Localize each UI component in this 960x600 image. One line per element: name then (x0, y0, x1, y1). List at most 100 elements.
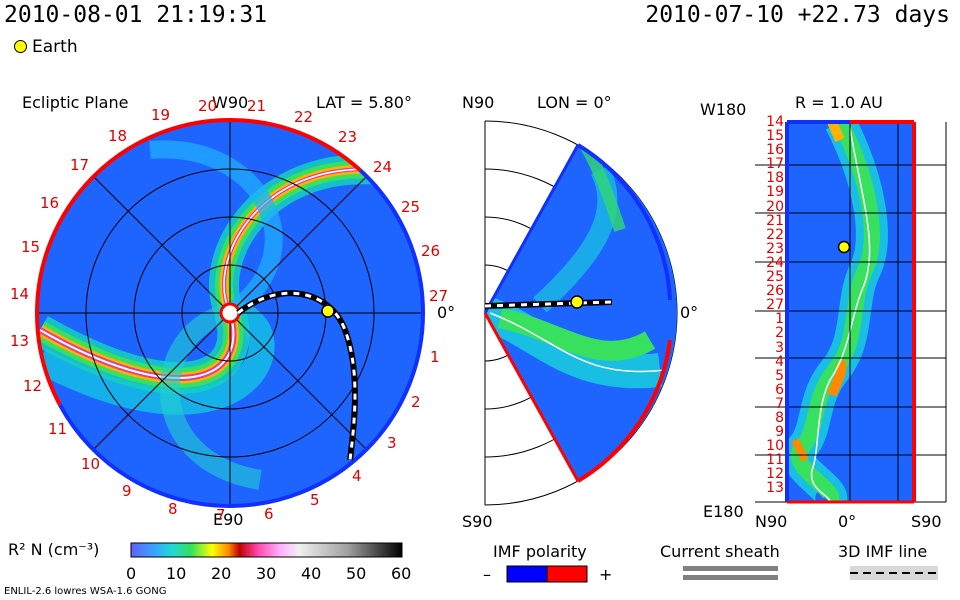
ecliptic-top-label: W90 (212, 93, 249, 112)
synoptic-radius: R = 1.0 AU (795, 93, 883, 112)
earth-synoptic-marker (837, 240, 851, 254)
meridional-bottom-label: S90 (462, 512, 493, 531)
imf-positive-bar (546, 565, 588, 583)
sector-label: 12 (766, 466, 784, 483)
sector-label: 1 (430, 348, 440, 366)
sector-label: 17 (766, 156, 784, 173)
colorbar-tick: 60 (391, 564, 412, 583)
colorbar-tick: 20 (211, 564, 232, 583)
sector-label: 9 (775, 424, 784, 441)
synoptic-top-label: W180 (700, 100, 747, 119)
sector-label: 21 (247, 97, 267, 115)
sector-label: 4 (775, 353, 784, 370)
meridional-plane-panel (483, 120, 678, 506)
colorbar-label: R² N (cm⁻³) (8, 540, 100, 559)
sector-label: 22 (766, 226, 784, 243)
sector-label: 13 (10, 332, 30, 350)
ecliptic-plane-panel (34, 117, 426, 509)
sector-label: 2 (775, 325, 784, 342)
sector-label: 8 (775, 409, 784, 426)
sector-label: 24 (766, 254, 784, 271)
colorbar-tick: 40 (301, 564, 322, 583)
sector-label: 5 (310, 491, 320, 509)
sector-label: 15 (21, 238, 41, 256)
current-sheath-title: Current sheath (660, 542, 780, 561)
ecliptic-sector-labels: 20 21 22 23 24 25 26 27 1 2 3 4 5 6 7 8 … (0, 0, 470, 540)
synoptic-x-left: N90 (755, 512, 788, 531)
imf-plus-label: + (599, 565, 613, 584)
sector-label: 19 (151, 106, 171, 124)
ecliptic-density-field (37, 140, 382, 490)
sector-label: 25 (401, 198, 421, 216)
sector-label: 6 (264, 505, 274, 523)
sector-label: 12 (23, 377, 43, 395)
synoptic-panel (755, 120, 947, 504)
sector-label: 2 (411, 393, 421, 411)
sector-label: 23 (766, 240, 784, 257)
sector-label: 26 (421, 242, 441, 260)
sector-label: 14 (766, 114, 784, 130)
current-sheath-swatch-2 (683, 575, 778, 580)
sector-label: 17 (70, 156, 90, 174)
colorbar-tick: 10 (166, 564, 187, 583)
colorbar-tick: 0 (126, 564, 137, 583)
sector-label: 10 (766, 438, 784, 455)
sector-label: 5 (775, 367, 784, 384)
sector-label: 26 (766, 283, 784, 300)
sector-label: 1 (775, 311, 784, 328)
reference-time: 2010-07-10 +22.73 days (645, 2, 950, 28)
sector-label: 13 (766, 480, 784, 497)
sector-label: 24 (373, 158, 393, 176)
sector-label: 16 (40, 194, 60, 212)
synoptic-x-mid: 0° (838, 512, 857, 531)
earth-legend-label: Earth (32, 37, 78, 57)
earth-marker-icon (14, 40, 27, 53)
sector-label: 14 (10, 285, 30, 303)
sector-label: 20 (198, 97, 218, 115)
sector-label: 25 (766, 269, 784, 286)
earth-meridional-marker (570, 295, 584, 309)
synoptic-sector-labels: 14 15 16 17 18 19 20 21 22 23 24 25 26 2… (752, 115, 784, 507)
sector-label: 27 (766, 297, 784, 314)
imf-polarity-title: IMF polarity (493, 542, 587, 561)
imf3d-title: 3D IMF line (838, 542, 928, 561)
sector-label: 20 (766, 198, 784, 215)
sector-label: 3 (775, 339, 784, 356)
model-footer: ENLIL-2.6 lowres WSA-1.6 GONG (4, 586, 167, 597)
sector-label: 4 (352, 467, 362, 485)
sector-label: 16 (766, 142, 784, 159)
sector-label: 22 (294, 108, 314, 126)
earth-ecliptic-marker (321, 304, 335, 318)
sector-label: 11 (766, 452, 784, 469)
sector-label: 11 (48, 420, 68, 438)
sector-label: 7 (216, 506, 226, 524)
synoptic-bottom-label: E180 (703, 502, 744, 521)
sector-label: 27 (429, 287, 449, 305)
sector-label: 8 (168, 500, 178, 518)
current-sheath-swatch (683, 566, 778, 571)
meridional-right-label: 0° (680, 303, 699, 322)
meridional-top-label: N90 (462, 93, 495, 112)
sector-label: 18 (766, 170, 784, 187)
ecliptic-bottom-label: E90 (213, 510, 244, 529)
datetime: 2010-08-01 21:19:31 (4, 2, 268, 28)
synoptic-x-right: S90 (911, 512, 942, 531)
ecliptic-title: Ecliptic Plane (22, 93, 129, 112)
sector-label: 21 (766, 212, 784, 229)
synoptic-density-field (787, 122, 888, 502)
imf-negative-bar (506, 565, 548, 583)
sector-label: 23 (338, 128, 358, 146)
colorbar-tick: 50 (346, 564, 367, 583)
sector-label: 7 (775, 395, 784, 412)
colorbar (130, 542, 403, 558)
sector-label: 19 (766, 184, 784, 201)
sector-label: 3 (387, 434, 397, 452)
sector-label: 6 (775, 381, 784, 398)
imf-minus-label: – (483, 565, 491, 584)
ecliptic-right-label: 0° (437, 303, 456, 322)
sector-label: 18 (108, 127, 128, 145)
ecliptic-lat: LAT = 5.80° (316, 93, 412, 112)
colorbar-ticks: 0 10 20 30 40 50 60 (120, 564, 420, 584)
colorbar-tick: 30 (256, 564, 277, 583)
